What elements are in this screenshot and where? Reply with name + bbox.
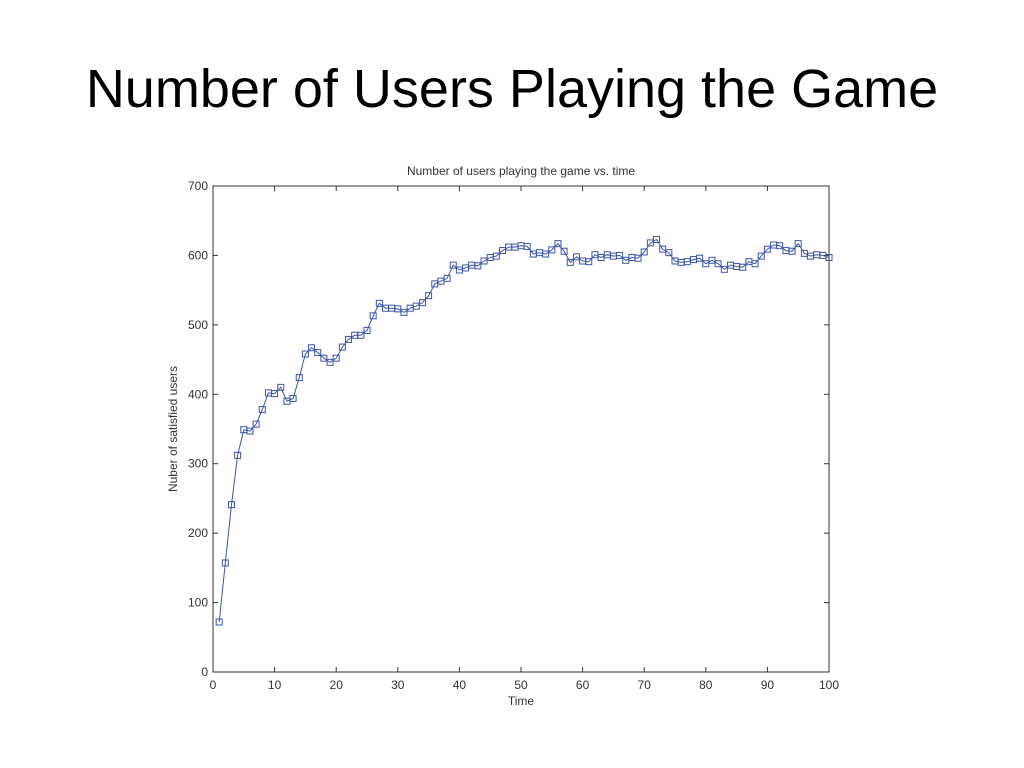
data-point-marker: [418, 299, 426, 307]
data-point-marker: [696, 254, 704, 262]
x-tick-label: 60: [576, 678, 590, 692]
data-point-marker: [314, 349, 322, 357]
data-point-marker: [640, 248, 648, 256]
data-point-marker: [320, 354, 328, 362]
plot-area-frame: [212, 185, 830, 673]
data-point-marker: [788, 247, 796, 255]
data-point-marker: [271, 390, 279, 398]
data-point-marker: [345, 335, 353, 343]
x-tick-label: 80: [699, 678, 713, 692]
data-point-marker: [400, 308, 408, 316]
data-point-marker: [825, 254, 833, 262]
data-point-marker: [338, 343, 346, 351]
data-point-marker: [289, 394, 297, 402]
data-point-marker: [252, 420, 260, 428]
data-point-marker: [794, 240, 802, 248]
y-tick-label: 200: [188, 526, 208, 540]
data-point-marker: [585, 258, 593, 266]
x-tick-label: 10: [268, 678, 282, 692]
x-tick-label: 50: [514, 678, 528, 692]
data-point-marker: [763, 245, 771, 253]
data-point-marker: [258, 406, 266, 414]
data-point-marker: [326, 358, 334, 366]
x-tick-label: 30: [391, 678, 405, 692]
data-point-marker: [332, 354, 340, 362]
data-point-marker: [301, 350, 309, 358]
data-point-marker: [714, 260, 722, 268]
data-point-marker: [221, 559, 229, 567]
data-point-marker: [443, 274, 451, 282]
x-tick-label: 20: [330, 678, 344, 692]
data-point-marker: [227, 501, 235, 509]
data-point-marker: [634, 254, 642, 262]
x-tick-label: 40: [453, 678, 467, 692]
y-tick-label: 100: [188, 596, 208, 610]
data-point-marker: [277, 383, 285, 391]
series-line: [218, 238, 830, 623]
data-point-marker: [572, 253, 580, 261]
data-point-marker: [363, 326, 371, 334]
x-tick-label: 0: [210, 678, 217, 692]
y-tick-label: 500: [188, 318, 208, 332]
data-point-marker: [554, 240, 562, 248]
data-point-marker: [369, 312, 377, 320]
y-axis-label: Nuber of satisfied users: [166, 366, 180, 492]
data-point-marker: [523, 242, 531, 250]
data-point-marker: [492, 252, 500, 260]
data-point-marker: [425, 292, 433, 300]
x-tick-label: 100: [819, 678, 839, 692]
data-point-marker: [776, 242, 784, 250]
data-point-marker: [757, 252, 765, 260]
data-point-marker: [375, 299, 383, 307]
data-point-marker: [215, 618, 223, 626]
data-point-marker: [616, 251, 624, 259]
data-point-marker: [548, 246, 556, 254]
y-tick-label: 400: [188, 387, 208, 401]
axis-ticks: 0 10 20 30 40 50 60 70 80 90 100 0 100 200 300 400 500 60…: [188, 179, 839, 692]
y-tick-label: 600: [188, 248, 208, 262]
y-tick-label: 700: [188, 179, 208, 193]
data-point-marker: [449, 261, 457, 269]
data-point-marker: [720, 265, 728, 273]
data-point-marker: [542, 250, 550, 258]
data-point-marker: [234, 451, 242, 459]
data-point-marker: [308, 344, 316, 352]
x-axis-label: Time: [508, 694, 535, 708]
data-point-marker: [653, 235, 661, 243]
data-point-marker: [665, 249, 673, 257]
data-point-marker: [246, 427, 254, 435]
data-point-marker: [739, 263, 747, 271]
data-point-marker: [474, 262, 482, 270]
data-point-marker: [566, 258, 574, 266]
y-tick-label: 0: [201, 665, 208, 679]
chart-title: Number of users playing the game vs. tim…: [407, 164, 635, 178]
data-point-marker: [751, 260, 759, 268]
data-point-marker: [295, 374, 303, 382]
x-tick-label: 70: [638, 678, 652, 692]
y-tick-label: 300: [188, 457, 208, 471]
data-point-marker: [560, 247, 568, 255]
slide-title: Number of Users Playing the Game: [85, 59, 939, 119]
data-point-marker: [357, 331, 365, 339]
x-tick-label: 90: [761, 678, 775, 692]
series-group: [215, 235, 833, 626]
